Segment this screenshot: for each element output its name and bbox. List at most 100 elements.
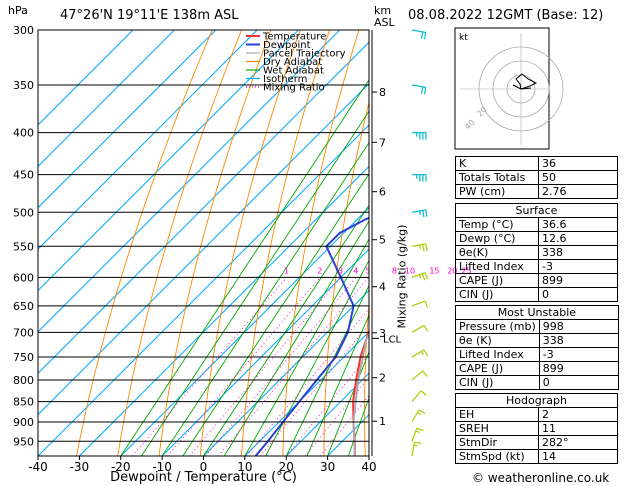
- wind-barb-flag: [418, 274, 422, 279]
- x-tick-label: -30: [70, 460, 90, 474]
- isotherm-line: [38, 41, 369, 374]
- wind-barb-flag: [423, 325, 429, 332]
- series-layer: [254, 216, 369, 456]
- legend-entry: Dry Adiabat: [263, 57, 322, 68]
- wind-barb-staff: [411, 209, 426, 213]
- wind-barb-flag: [425, 209, 428, 217]
- mixing-ratio-tick-label: 5: [365, 266, 370, 275]
- wind-barb-staff: [411, 427, 418, 442]
- dry-adiabat-line: [364, 299, 369, 456]
- pressure-tick-label: 450: [13, 169, 34, 182]
- mixing-ratio-tick-label: 1: [284, 266, 289, 275]
- isotherm-line: [38, 30, 134, 126]
- wind-barb: [411, 243, 436, 252]
- wet-adiabat-line: [327, 350, 369, 456]
- mixing-ratio-tick-label: 10: [405, 266, 415, 275]
- pressure-tick-label: 350: [13, 79, 34, 92]
- indices-table: K 36 Totals Totals 50 PW (cm) 2.76: [455, 156, 618, 199]
- pressure-tick-label: 800: [13, 374, 34, 387]
- isotherm-line: [38, 30, 217, 209]
- wet-adiabat-line: [141, 110, 369, 456]
- mixing-ratio-line: [205, 277, 357, 456]
- mixing-ratio-line: [131, 277, 288, 456]
- unstable-row: CIN (J) 0: [455, 375, 619, 390]
- hodograph-title: Hodograph: [455, 393, 618, 408]
- copyright-label: © weatheronline.co.uk: [472, 471, 610, 485]
- isotherm-line: [38, 30, 175, 168]
- wind-barb-flag: [422, 244, 425, 252]
- wind-barb-flag: [421, 273, 426, 281]
- isotherm-line: [38, 30, 258, 250]
- wind-barb: [411, 300, 435, 308]
- x-tick-label: 0: [200, 460, 208, 474]
- mixing-ratio-axis-label: Mixing Ratio (g/kg): [395, 224, 409, 329]
- km-tick-label: 5: [379, 234, 386, 247]
- wind-barb-staff: [411, 324, 425, 333]
- isotherm-line: [244, 331, 369, 456]
- wet-adiabat-line: [161, 141, 369, 456]
- wind-barb-flag: [419, 244, 422, 249]
- mixing-ratio-tick-label: 3: [338, 266, 343, 275]
- wind-barb-flag: [417, 412, 422, 416]
- location-label: 47°26'N 19°11'E 138m ASL: [60, 8, 239, 23]
- wind-barb: [411, 349, 434, 358]
- km-tick-label: 8: [379, 86, 386, 99]
- wind-barb-flag: [424, 272, 429, 280]
- wet-adiabat-line: [120, 79, 369, 456]
- wind-barb: [411, 29, 436, 40]
- dry-adiabat-line: [404, 30, 447, 456]
- wet-adiabat-line: [347, 396, 369, 456]
- hodograph-trace: [515, 73, 538, 90]
- surface-row: CAPE (J) 899: [455, 273, 618, 288]
- isotherm-line: [38, 30, 341, 333]
- km-tick-label: 2: [379, 372, 386, 385]
- isotherm-line: [120, 207, 369, 456]
- wind-barb-flag: [420, 86, 424, 94]
- x-tick-label: -40: [28, 460, 48, 474]
- wind-barbs: [411, 29, 436, 457]
- wind-barb-flag: [420, 390, 427, 396]
- asl-label: ASL: [374, 16, 395, 29]
- mixing-ratio-tick-label: 15: [429, 266, 439, 275]
- dry-adiabat-line: [282, 30, 360, 456]
- pressure-tick-label: 850: [13, 396, 34, 409]
- wind-barb-flag: [416, 427, 424, 432]
- wet-adiabat-line: [182, 173, 369, 456]
- km-tick-label: 1: [379, 415, 386, 428]
- x-axis-title: Dewpoint / Temperature (°C): [110, 470, 297, 485]
- unstable-row: CAPE (J) 899: [455, 361, 619, 376]
- hodograph-table: Hodograph EH 2 SREH 11 StmDir 282° StmSpd (…: [455, 393, 618, 464]
- pressure-tick-label: 500: [13, 206, 34, 219]
- legend-entry: Temperature: [262, 32, 326, 43]
- wind-barb-flag: [423, 87, 427, 95]
- isotherm-line: [203, 289, 369, 456]
- wind-barb: [412, 132, 436, 140]
- wind-barb: [411, 84, 436, 95]
- pressure-tick-label: 600: [13, 271, 34, 284]
- pressure-tick-label: 750: [13, 351, 34, 364]
- wind-barb-flag: [420, 351, 424, 356]
- km-tick-label: 4: [379, 281, 386, 294]
- wet-adiabat-line: [223, 220, 369, 456]
- dry-adiabat-line: [117, 30, 243, 456]
- wind-barb: [411, 370, 432, 381]
- dry-adiabat-line: [199, 30, 301, 456]
- km-tick-label: 6: [379, 186, 386, 199]
- wind-barb: [412, 174, 436, 182]
- km-tick-label: 7: [379, 136, 386, 149]
- dry-adiabat-line: [616, 30, 629, 456]
- km-label: km: [374, 4, 392, 17]
- datetime-label: 08.08.2022 12GMT (Base: 12): [408, 8, 604, 23]
- dry-adiabat-line: [241, 30, 331, 456]
- most-unstable-title: Most Unstable: [455, 305, 619, 320]
- unstable-row: Lifted Index -3: [455, 347, 619, 362]
- unstable-row: θe (K) 338: [455, 333, 619, 348]
- lcl-label: LCL: [383, 334, 402, 345]
- wet-adiabat-line: [244, 238, 369, 456]
- wind-barb-flag: [423, 349, 429, 357]
- index-row: PW (cm) 2.76: [455, 184, 618, 199]
- wind-barb: [411, 390, 430, 402]
- surface-title: Surface: [455, 203, 618, 218]
- mixing-ratio-line: [246, 307, 369, 456]
- mixing-ratio-tick-label: 20: [447, 266, 457, 275]
